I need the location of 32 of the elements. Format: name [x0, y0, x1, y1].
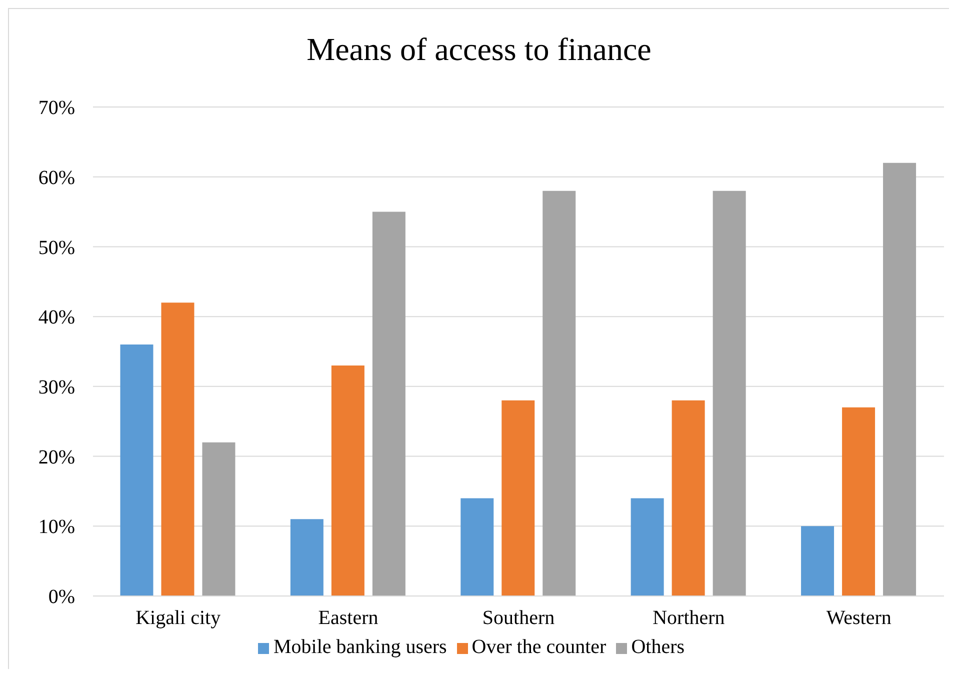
bar: [672, 400, 705, 596]
x-tick-label: Eastern: [318, 607, 378, 630]
y-tick-label: 40%: [38, 306, 75, 329]
y-tick-label: 20%: [38, 446, 75, 468]
bar: [161, 302, 194, 596]
bar: [883, 162, 916, 596]
bar: [120, 344, 154, 596]
y-tick-label: 60%: [38, 166, 75, 189]
bar: [801, 526, 834, 596]
legend-label: Others: [631, 636, 685, 658]
bar: [460, 498, 494, 596]
legend-label: Mobile banking users: [273, 636, 447, 658]
bar: [331, 365, 364, 596]
legend-label: Over the counter: [472, 636, 606, 658]
x-tick-label: Southern: [482, 607, 555, 630]
y-tick-label: 10%: [38, 516, 75, 538]
x-tick-label: Northern: [652, 607, 725, 630]
bar: [290, 519, 324, 596]
y-tick-label: 0%: [48, 586, 75, 608]
bar: [842, 407, 876, 596]
bar: [502, 400, 535, 596]
bar: [630, 498, 664, 596]
bar: [202, 442, 236, 596]
bar: [542, 190, 576, 596]
y-tick-label: 30%: [38, 376, 75, 399]
x-tick-label: Kigali city: [136, 607, 221, 630]
y-tick-label: 50%: [38, 236, 75, 259]
chart-title: Means of access to finance: [306, 31, 652, 68]
y-tick-label: 70%: [38, 97, 75, 120]
x-tick-label: Western: [826, 607, 892, 630]
bar: [372, 212, 406, 596]
bar: [712, 190, 746, 596]
